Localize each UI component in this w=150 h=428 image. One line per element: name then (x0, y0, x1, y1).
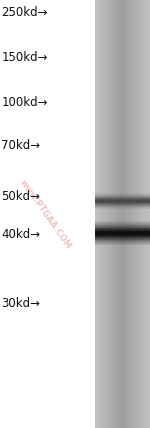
Bar (102, 0, 103, 428)
Bar (136, 0, 137, 428)
Bar (145, 0, 146, 428)
Bar (123, 0, 124, 428)
Bar (129, 0, 130, 428)
Bar (142, 0, 143, 428)
Bar (125, 0, 126, 428)
Bar (116, 0, 117, 428)
Bar (113, 0, 114, 428)
Bar (104, 0, 105, 428)
Text: 70kd→: 70kd→ (2, 139, 41, 152)
Bar (141, 0, 142, 428)
Bar (101, 0, 102, 428)
Bar (108, 0, 109, 428)
Bar (99, 0, 100, 428)
Bar (96, 0, 97, 428)
Bar (112, 0, 113, 428)
Text: 40kd→: 40kd→ (2, 228, 41, 241)
Text: 50kd→: 50kd→ (2, 190, 40, 202)
Bar (110, 0, 111, 428)
Bar (117, 0, 118, 428)
Bar (105, 0, 106, 428)
Text: 30kd→: 30kd→ (2, 297, 40, 310)
Bar (118, 0, 119, 428)
Bar (100, 0, 101, 428)
Bar (128, 0, 129, 428)
Bar (148, 0, 149, 428)
Text: www.PTGAA.COM: www.PTGAA.COM (18, 178, 72, 250)
Bar (121, 0, 122, 428)
Bar (106, 0, 107, 428)
Bar (107, 0, 108, 428)
Bar (126, 0, 127, 428)
Text: 150kd→: 150kd→ (2, 51, 48, 64)
Bar (140, 0, 141, 428)
Bar (127, 0, 128, 428)
Bar (119, 0, 120, 428)
Bar (103, 0, 104, 428)
Bar (98, 0, 99, 428)
Bar (122, 0, 123, 428)
Bar (131, 0, 132, 428)
Bar (138, 0, 139, 428)
Bar (139, 0, 140, 428)
Bar (143, 0, 144, 428)
Bar (103, 0, 104, 428)
Bar (115, 0, 116, 428)
Bar (149, 0, 150, 428)
Bar (111, 0, 112, 428)
Bar (114, 0, 115, 428)
Bar (147, 0, 148, 428)
Bar (146, 0, 147, 428)
Bar (120, 0, 121, 428)
Bar (124, 0, 125, 428)
Bar (133, 0, 134, 428)
Bar (109, 0, 110, 428)
Bar (137, 0, 138, 428)
Bar (97, 0, 98, 428)
Bar (130, 0, 131, 428)
Bar (134, 0, 135, 428)
Bar (144, 0, 145, 428)
Bar (95, 0, 96, 428)
Bar (135, 0, 136, 428)
Text: 250kd→: 250kd→ (2, 6, 48, 19)
Bar (132, 0, 133, 428)
Text: 100kd→: 100kd→ (2, 96, 48, 109)
